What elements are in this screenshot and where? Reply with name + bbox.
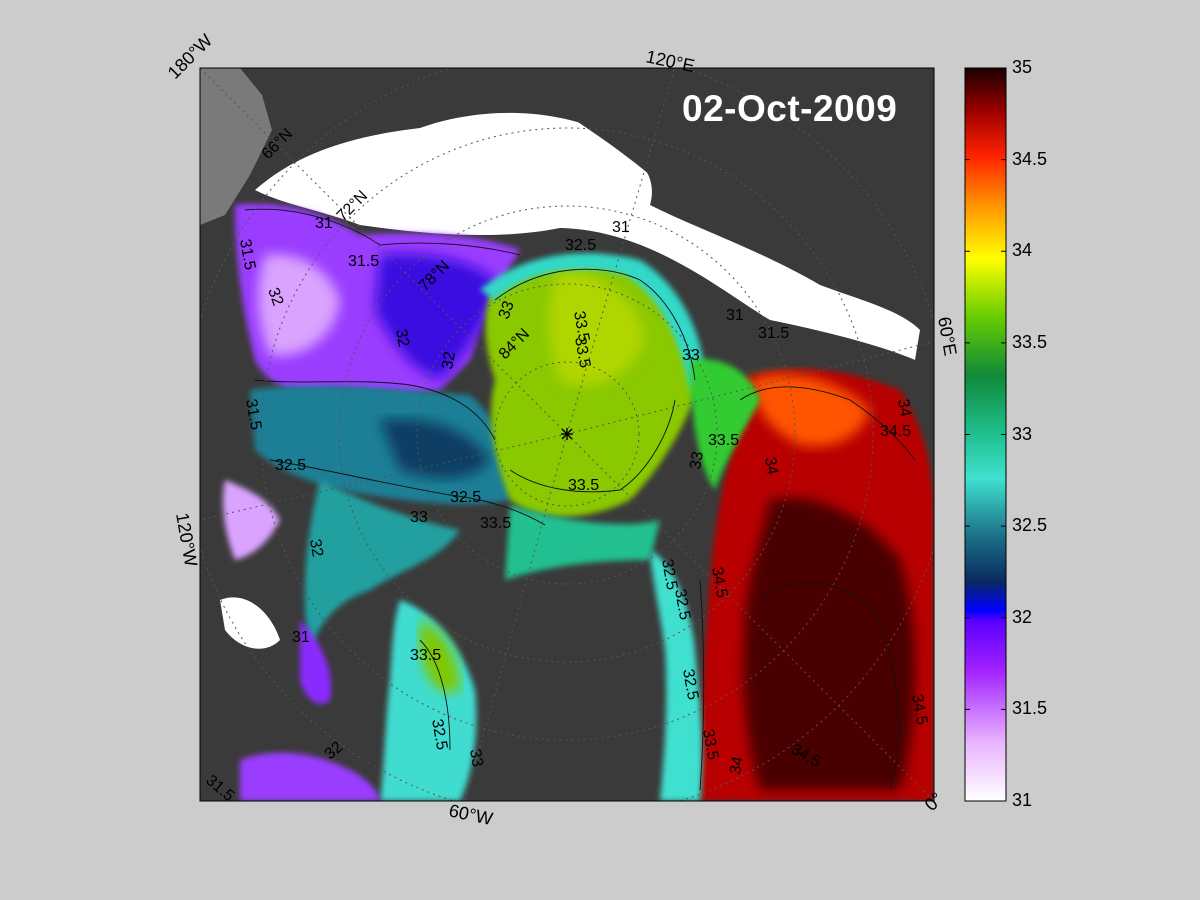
contour-label: 34.5 xyxy=(880,423,911,440)
colorbar-tick-label: 35 xyxy=(1012,57,1033,77)
longitude-label-60w: 60°W xyxy=(447,800,494,829)
eurasia-land xyxy=(560,77,934,300)
mackenzie-purple-patch xyxy=(223,480,280,560)
contour-label-group: 31.5 31.5 31 32 32 32 32.5 32.5 33 33.5 … xyxy=(202,215,930,801)
beaufort-gyre-core xyxy=(375,253,500,380)
colorbar-tick-label: 33.5 xyxy=(1012,331,1048,352)
contour-label: 32.5 xyxy=(428,718,450,752)
eurasian-basin-water xyxy=(485,258,700,517)
east-greenland-current xyxy=(650,550,703,801)
contour-label: 33.5 xyxy=(568,477,599,494)
graticule xyxy=(200,68,934,801)
contour-label: 33 xyxy=(410,509,428,526)
date-label: 02-Oct-2009 xyxy=(682,88,898,129)
colorbar-tick-label: 33 xyxy=(1012,423,1033,444)
north-pole-marker xyxy=(561,428,573,440)
contour-label: 31.5 xyxy=(236,238,258,272)
basin-boundary-cyan xyxy=(480,253,705,390)
contour-label: 33 xyxy=(687,450,707,471)
contour-label: 31 xyxy=(612,219,630,236)
colorbar-gradient xyxy=(964,67,1007,802)
colorbar-tick-label: 31.5 xyxy=(1012,698,1048,719)
contour-label: 32.5 xyxy=(565,237,596,254)
contour-label: 32 xyxy=(306,538,326,559)
contour-label: 34 xyxy=(894,398,914,419)
colorbar-ticks xyxy=(965,67,1006,802)
contour-label: 33.5 xyxy=(699,728,721,762)
sea-ice-region xyxy=(255,112,920,360)
eurasian-basin-light-core xyxy=(548,270,645,386)
archipelago-channels xyxy=(304,480,460,650)
longitude-label-60e: 60°E xyxy=(934,315,961,357)
contour-label: 32.5 xyxy=(275,457,306,474)
archipelago-purple-channel xyxy=(300,620,331,704)
contour-label: 32.5 xyxy=(679,668,701,702)
contour-label: 33.5 xyxy=(480,515,511,532)
contour-label: 33.5 xyxy=(571,336,593,370)
colorbar-tick-label: 32.5 xyxy=(1012,515,1048,536)
contour-label: 34 xyxy=(727,755,747,776)
colorbar xyxy=(964,67,1007,802)
barents-green-band xyxy=(690,359,760,490)
contour-label: 32.5 xyxy=(658,558,680,592)
contour-label: 32 xyxy=(392,328,412,349)
longitude-label-120w: 120°W xyxy=(172,511,201,568)
baffin-bay-green xyxy=(420,620,460,693)
out-of-domain-region xyxy=(200,68,272,225)
contour-label: 31 xyxy=(726,307,744,324)
contour-label: 32.5 xyxy=(671,588,693,622)
contour-label: 31.5 xyxy=(348,253,379,270)
contour-label: 33.5 xyxy=(708,432,739,449)
contour-label: 32 xyxy=(439,350,459,371)
contour-label: 33 xyxy=(496,299,518,322)
contour-label: 31 xyxy=(315,215,333,232)
hudson-strait-water xyxy=(240,752,380,801)
colorbar-tick-label: 31 xyxy=(1012,790,1033,810)
colorbar-tick-label: 32 xyxy=(1012,606,1033,627)
contour-label: 31 xyxy=(292,629,310,646)
contour-label: 32.5 xyxy=(450,489,481,506)
colorbar-tick-label: 34 xyxy=(1012,240,1033,261)
map-panel: 31.5 31.5 31 32 32 32 32.5 32.5 33 33.5 … xyxy=(200,68,934,801)
contour-label: 33 xyxy=(466,748,486,769)
greenland-land xyxy=(440,554,656,801)
map-frame xyxy=(199,67,935,802)
baffin-bay-water xyxy=(380,600,477,801)
contour-label: 34.5 xyxy=(708,566,730,600)
archipelago-ice xyxy=(220,597,280,649)
beaufort-light-patch xyxy=(258,254,340,356)
contour-label: 34 xyxy=(761,456,781,477)
colorbar-tick-label: 34.5 xyxy=(1012,148,1048,169)
canada-basin-dark-core xyxy=(380,419,490,479)
contour-label: 34.5 xyxy=(908,693,930,727)
barents-warm-patch xyxy=(750,374,870,447)
contour-label: 33.5 xyxy=(410,647,441,664)
salinity-contours xyxy=(244,208,916,791)
contour-label: 31.5 xyxy=(242,398,264,432)
contour-label: 33.5 xyxy=(570,310,592,344)
contour-label: 32 xyxy=(264,286,286,309)
atlantic-dark-core xyxy=(743,498,915,790)
contour-label: 31.5 xyxy=(758,325,789,342)
contour-label: 33 xyxy=(682,347,700,364)
